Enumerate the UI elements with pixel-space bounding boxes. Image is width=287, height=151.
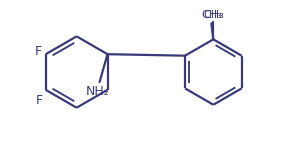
Text: F: F — [36, 94, 43, 107]
Text: CH₃: CH₃ — [201, 10, 222, 19]
Text: NH₂: NH₂ — [86, 85, 109, 98]
Text: F: F — [35, 45, 42, 58]
Text: CH₃: CH₃ — [203, 10, 224, 19]
